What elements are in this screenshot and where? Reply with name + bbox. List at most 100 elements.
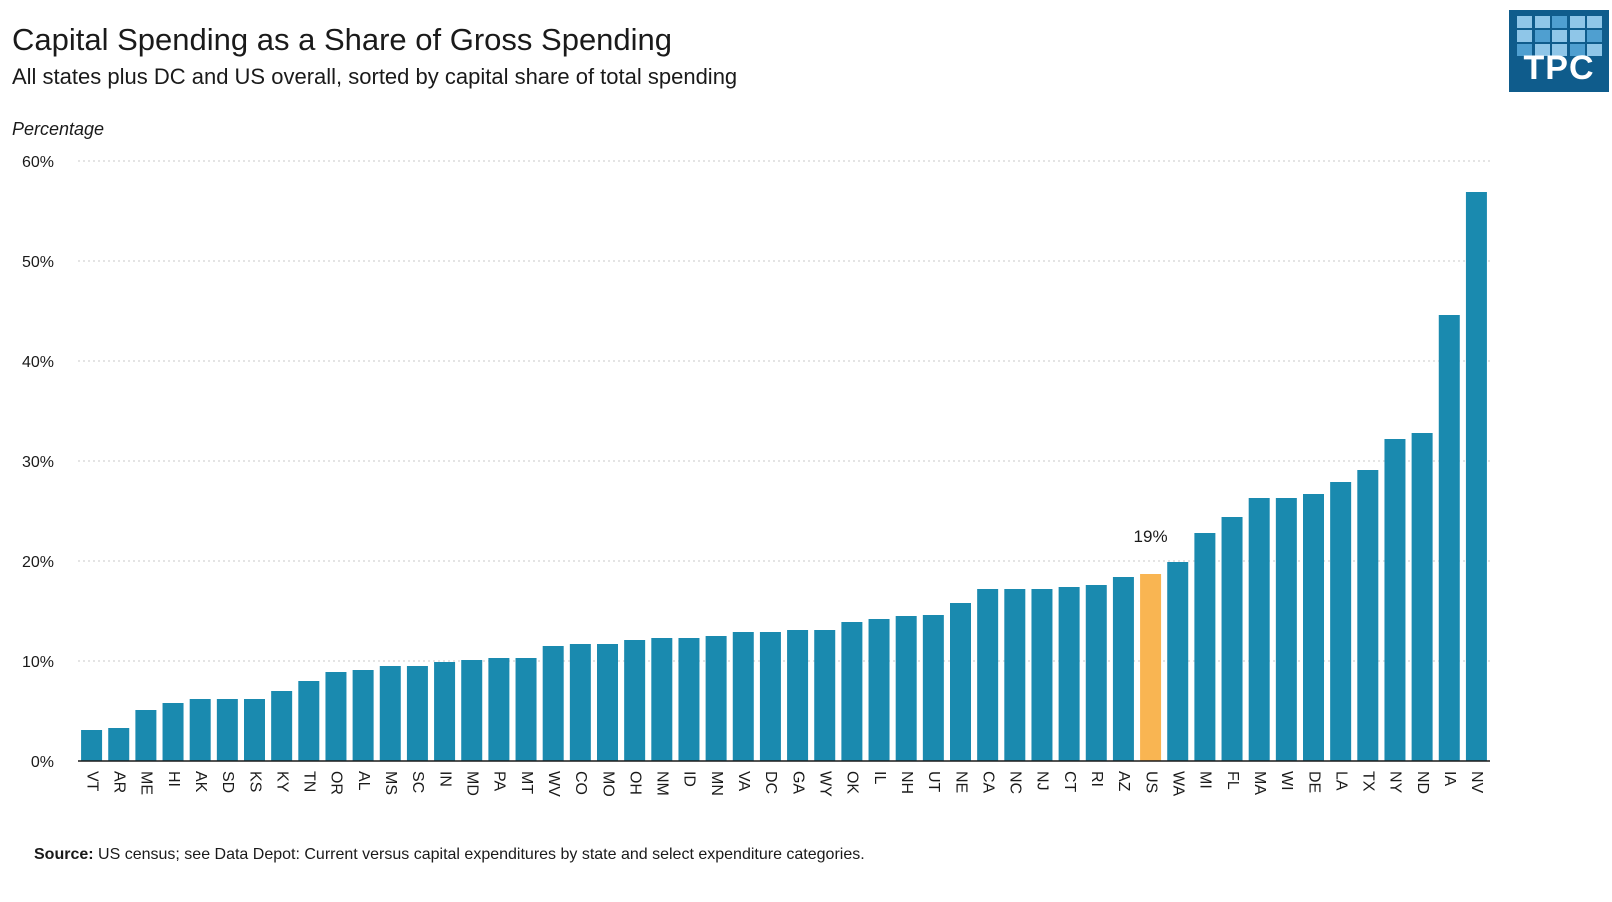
bar-la [1330,482,1352,761]
x-tick-label: DE [1305,771,1322,793]
x-tick-label: VT [83,771,100,792]
bar-sd [216,699,238,761]
bar-ne [950,603,971,761]
bar-ok [841,622,863,761]
bar-ca [977,589,999,761]
logo-square [1534,30,1550,42]
source-text: US census; see Data Depot: Current versu… [98,846,865,863]
bar-tx [1357,470,1379,761]
x-tick-label: OK [844,771,861,794]
logo-text: TPC [1523,49,1595,87]
x-tick-label: FL [1224,771,1241,790]
x-tick-label: AZ [1115,771,1132,792]
bar-fl [1221,517,1243,761]
x-tick-label: SC [409,771,426,793]
x-tick-label: WA [1169,771,1186,797]
bar-nd [1411,433,1433,761]
bar-wa [1167,562,1189,761]
bar-mo [597,644,618,761]
chart-subtitle: All states plus DC and US overall, sorte… [12,64,738,89]
x-tick-label: ID [681,771,698,787]
logo-square [1569,16,1585,28]
x-tick-label: NJ [1034,771,1051,791]
bar-me [135,710,157,761]
logo-square [1552,44,1567,56]
bar-ky [271,691,293,761]
x-tick-label: VA [735,771,752,791]
bar-de [1303,494,1324,761]
bar-ia [1438,315,1460,761]
tpc-logo: TPC [1509,10,1609,92]
y-tick-label: 50% [22,254,54,271]
x-tick-label: MO [599,771,616,797]
x-tick-label: NV [1468,771,1485,794]
bar-id [678,638,700,761]
bar-nm [651,638,673,761]
bar-us [1140,574,1162,761]
bar-nj [1031,589,1053,761]
bar-vt [81,730,103,761]
bar-wy [814,630,836,761]
bar-az [1112,577,1134,761]
bar-ar [108,728,130,761]
x-tick-label: AR [110,771,127,793]
bar-ny [1384,439,1406,761]
bar-wv [542,646,564,761]
x-tick-label: UT [925,771,942,793]
bar-dc [759,632,781,761]
y-tick-label: 40% [22,354,54,371]
logo-square [1587,44,1602,56]
x-tick-label: MA [1251,771,1268,795]
x-tick-label: IN [436,771,453,787]
x-tick-label: KY [273,771,290,793]
bar-co [569,644,591,761]
logo-square [1552,16,1567,28]
bar-al [352,670,374,761]
x-tick-label: KS [246,771,263,792]
bar-wi [1275,498,1297,761]
bar-ct [1058,587,1080,761]
bar-ks [244,699,265,761]
x-tick-label: PA [491,771,508,791]
x-tick-label: NY [1387,771,1404,794]
bar-ms [379,666,401,761]
logo-square [1587,30,1602,42]
x-tick-label: NC [1007,771,1024,794]
bar-tn [298,681,320,761]
x-tick-label: MD [463,771,480,796]
y-tick-label: 10% [22,654,54,671]
bar-ak [189,699,211,761]
bar-mi [1194,533,1216,761]
bar-il [868,619,890,761]
bar-ma [1248,498,1270,761]
x-tick-label: GA [789,771,806,794]
x-tick-label: WI [1278,771,1295,791]
bar-ri [1085,585,1107,761]
bar-va [732,632,754,761]
source-label: Source: [34,846,94,863]
x-tick-label: IL [871,771,888,784]
x-tick-label: OR [328,771,345,795]
x-tick-label: NH [898,771,915,794]
x-tick-label: CT [1061,771,1078,793]
bar-in [434,662,456,761]
logo-square [1552,30,1567,42]
y-tick-label: 20% [22,554,54,571]
logo-square [1569,30,1585,42]
bar-mt [515,658,537,761]
bar-hi [162,703,184,761]
x-tick-label: CA [979,771,996,794]
x-tick-label: WV [545,771,562,797]
y-tick-label: 0% [31,754,54,771]
x-tick-label: MS [382,771,399,795]
bar-nv [1465,192,1487,761]
y-axis-title: Percentage [12,119,104,139]
source-note: Source: US census; see Data Depot: Curre… [34,846,865,864]
x-tick-label: AK [192,771,209,793]
bar-sc [406,666,428,761]
x-tick-label: NM [654,771,671,796]
logo-square [1569,44,1585,56]
x-tick-label: WY [816,771,833,797]
logo-square [1517,16,1532,28]
x-tick-label: TN [301,771,318,792]
